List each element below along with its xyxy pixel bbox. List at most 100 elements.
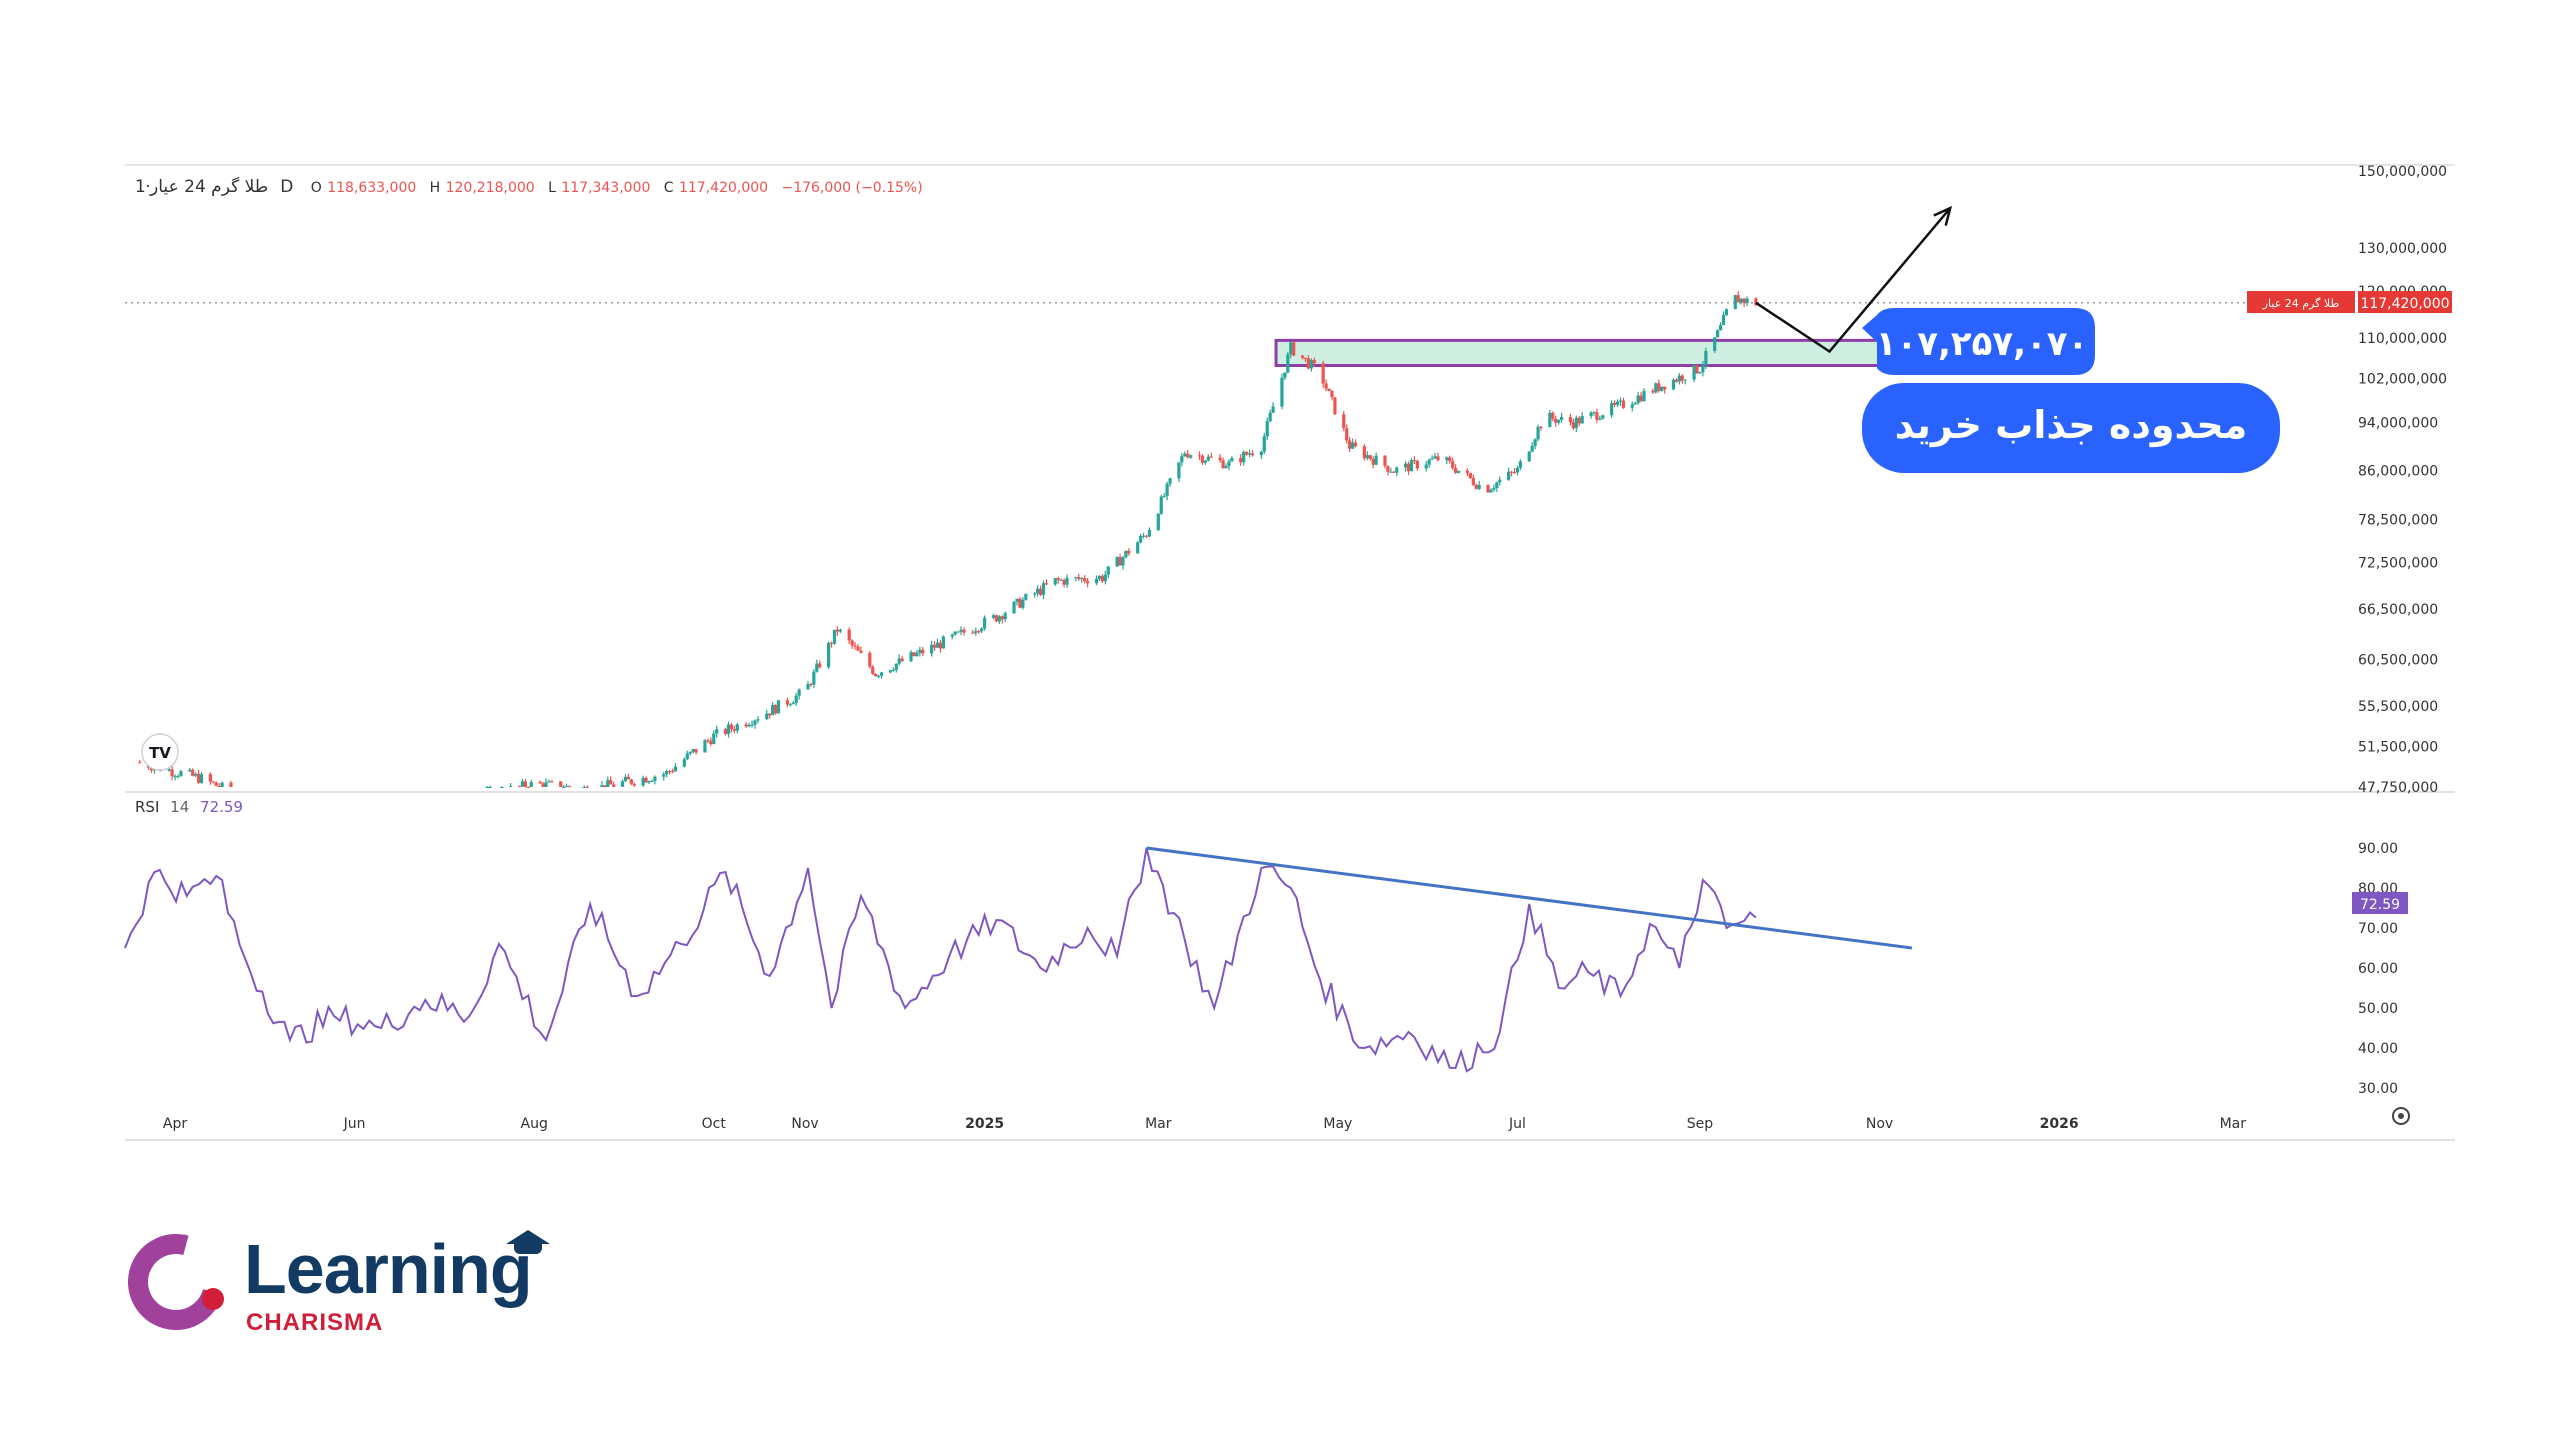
candle-body — [1024, 594, 1028, 600]
candle-body — [1139, 536, 1143, 543]
candle-body — [1324, 383, 1328, 389]
candle-body — [1560, 416, 1564, 420]
candle-body — [1289, 342, 1293, 355]
rsi-legend-length: 14 — [170, 798, 189, 816]
candle-body — [194, 773, 198, 776]
time-tick-label: Jun — [343, 1116, 366, 1132]
candle-body — [1527, 451, 1531, 462]
legend-l-label: L — [548, 180, 556, 196]
candle-body — [1189, 455, 1193, 458]
price-tick-label: 66,500,000 — [2358, 602, 2438, 618]
candle-body — [709, 740, 713, 745]
candle-body — [732, 729, 736, 731]
rsi-legend[interactable]: RSI 14 72.59 — [135, 798, 243, 816]
candle-body — [668, 771, 672, 773]
price-tick-label: 94,000,000 — [2358, 416, 2438, 432]
candle-body — [641, 777, 645, 786]
price-axis[interactable]: 150,000,000130,000,000120,000,000110,000… — [2358, 164, 2447, 796]
candle-body — [1745, 298, 1749, 304]
logo-word: Learning — [244, 1230, 533, 1308]
candle-body — [509, 786, 513, 788]
time-tick-label: Jul — [1508, 1116, 1526, 1132]
candle-body — [977, 631, 981, 633]
price-tick-label: 60,500,000 — [2358, 653, 2438, 669]
time-axis[interactable]: Apr Jun Aug Oct Nov 2025 Mar May Jul Sep Nov 2026 Ma… — [163, 1116, 2246, 1132]
candle-body — [1468, 473, 1472, 478]
price-tick-label: 78,500,000 — [2358, 512, 2438, 528]
candle-body — [167, 769, 171, 771]
time-tick-label: Nov — [791, 1116, 818, 1132]
candle-body — [1409, 460, 1414, 472]
candle-body — [806, 684, 810, 690]
candle-body — [950, 634, 954, 637]
price-tag-symbol: طلا گرم 24 عیار — [2262, 297, 2340, 310]
candle-body — [932, 644, 937, 648]
candle-body — [488, 787, 492, 788]
graduation-cap-base — [514, 1244, 542, 1254]
candle-body — [199, 774, 204, 783]
candle-body — [179, 771, 183, 777]
candle-body — [818, 663, 822, 668]
candle-body — [1115, 557, 1119, 567]
legend-symbol[interactable]: طلا گرم 24 عیار — [149, 176, 268, 197]
candle-body — [1227, 461, 1231, 467]
settings-gear-icon[interactable] — [2392, 1107, 2410, 1125]
candle-body — [791, 702, 795, 705]
candle-body — [1345, 428, 1349, 441]
price-callout[interactable]: ۱۰۷,۲۵۷,۰۷۰ — [1862, 308, 2095, 375]
candle-body — [1474, 484, 1478, 489]
legend-line[interactable]: طلا گرم 24 عیار · 1D O 118,633,000 H 120… — [135, 176, 923, 197]
candle-body — [838, 629, 842, 632]
candle-body — [835, 629, 840, 632]
logo-dot-icon — [202, 1288, 224, 1310]
candle-body — [1424, 464, 1428, 469]
legend-open: 118,633,000 — [327, 180, 416, 196]
candle-body — [517, 786, 522, 788]
candle-body — [1530, 445, 1534, 452]
price-tick-label: 102,000,000 — [2358, 372, 2447, 388]
candle-body — [1498, 479, 1502, 483]
candle-body — [520, 781, 525, 787]
zone-callout-text: محدوده جذاب خرید — [1895, 403, 2248, 448]
candle-body — [703, 740, 707, 753]
projection-arrow-path[interactable] — [1755, 207, 1952, 354]
candlestick-series — [138, 291, 1758, 788]
candle-body — [788, 704, 792, 706]
candle-body — [1333, 397, 1337, 415]
candle-body — [1674, 379, 1679, 382]
candle-body — [170, 769, 174, 777]
candle-body — [1677, 375, 1681, 382]
candle-body — [829, 642, 834, 644]
candle-body — [1698, 372, 1702, 374]
candle-body — [214, 782, 218, 786]
candle-body — [997, 616, 1001, 622]
candle-body — [1286, 354, 1290, 373]
candle-body — [208, 774, 212, 782]
candle-body — [991, 615, 996, 618]
candle-body — [1059, 579, 1063, 581]
legend-low: 117,343,000 — [561, 180, 650, 196]
candle-body — [809, 684, 813, 686]
candle-body — [176, 776, 180, 778]
candle-body — [1162, 496, 1166, 498]
candle-body — [670, 771, 675, 773]
price-tick-label: 130,000,000 — [2358, 241, 2447, 257]
time-tick-label: Apr — [163, 1116, 187, 1132]
candle-body — [1374, 455, 1378, 465]
candle-body — [229, 782, 233, 787]
candle-body — [1639, 395, 1643, 402]
candle-body — [644, 777, 648, 783]
candle-body — [891, 669, 895, 671]
candle-body — [1406, 463, 1411, 472]
buy-zone-rectangle[interactable] — [1274, 338, 1893, 368]
candle-body — [1654, 383, 1658, 393]
candle-body — [603, 785, 607, 787]
rsi-trendline[interactable] — [1146, 846, 1913, 950]
candle-body — [1218, 457, 1222, 461]
candle-body — [650, 780, 654, 782]
zone-callout[interactable]: محدوده جذاب خرید — [1862, 383, 2280, 473]
candle-body — [1168, 478, 1172, 484]
candle-body — [173, 776, 177, 778]
candle-body — [706, 740, 710, 742]
